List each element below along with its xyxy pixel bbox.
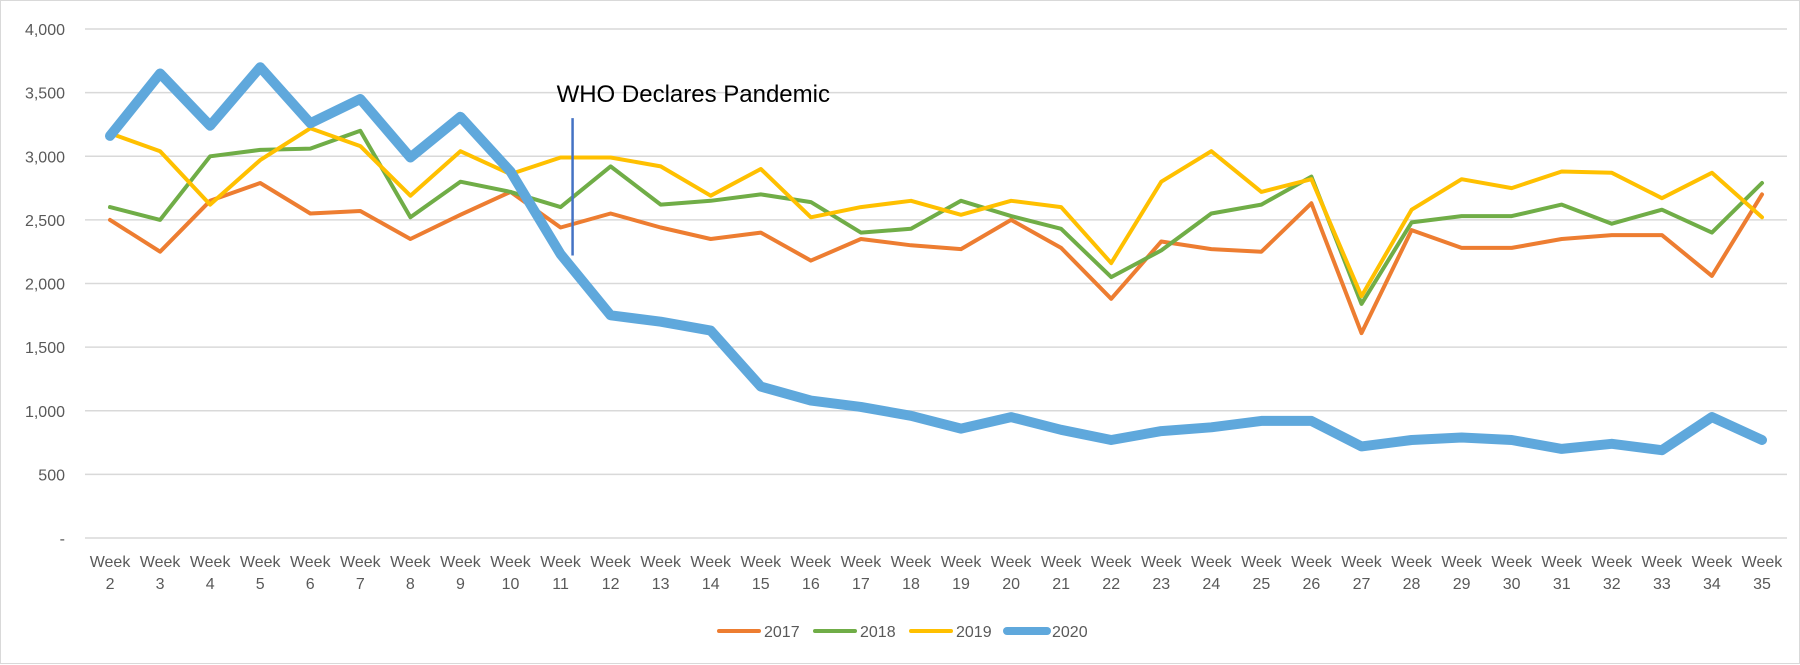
x-tick-label: Week 21 (1041, 554, 1083, 593)
x-tick-label: Week 17 (841, 554, 883, 593)
annotation-label: WHO Declares Pandemic (557, 81, 830, 108)
x-tick-label: Week 13 (640, 554, 682, 593)
y-axis-tick-labels: - 500 1,000 1,500 2,000 2,500 3,000 3,500 4,000 (25, 22, 65, 548)
x-tick-label: Week 18 (891, 554, 933, 593)
series-line-2018 (108, 128, 1764, 306)
y-tick-label: - (60, 531, 65, 548)
x-tick-label: Week 23 (1141, 554, 1183, 593)
series-line-2020 (105, 62, 1767, 456)
x-tick-label: Week 25 (1241, 554, 1283, 593)
y-tick-label: 2,500 (25, 213, 65, 230)
x-tick-label: Week 24 (1191, 554, 1233, 593)
x-tick-label: Week 12 (590, 554, 632, 593)
x-tick-label: Week 5 (240, 554, 282, 593)
x-tick-label: Week 8 (390, 554, 432, 593)
x-tick-label: Week 7 (340, 554, 382, 593)
x-tick-label: Week 14 (690, 554, 732, 593)
y-tick-label: 3,500 (25, 86, 65, 103)
y-tick-label: 500 (38, 467, 65, 484)
x-tick-label: Week 32 (1591, 554, 1633, 593)
y-tick-label: 1,500 (25, 340, 65, 357)
x-tick-label: Week 29 (1441, 554, 1483, 593)
series-lines (105, 62, 1767, 456)
x-tick-label: Week 11 (540, 554, 582, 593)
x-tick-label: Week 31 (1541, 554, 1583, 593)
x-tick-label: Week 28 (1391, 554, 1433, 593)
y-tick-label: 4,000 (25, 22, 65, 39)
x-tick-label: Week 10 (490, 554, 532, 593)
series-line-2017 (108, 181, 1764, 336)
annotations: WHO Declares Pandemic (557, 81, 830, 256)
legend-label-2018: 2018 (860, 624, 896, 641)
x-tick-label: Week 30 (1491, 554, 1533, 593)
series-line-2019 (108, 126, 1764, 299)
y-tick-label: 1,000 (25, 404, 65, 421)
x-tick-label: Week 27 (1341, 554, 1383, 593)
legend-label-2019: 2019 (956, 624, 992, 641)
legend-label-2020: 2020 (1052, 624, 1088, 641)
y-tick-label: 2,000 (25, 277, 65, 294)
y-tick-label: 3,000 (25, 149, 65, 166)
x-tick-label: Week 22 (1091, 554, 1133, 593)
x-tick-label: Week 35 (1742, 554, 1784, 593)
legend: 2017 2018 2019 2020 (717, 624, 1088, 641)
x-tick-label: Week 3 (140, 554, 182, 593)
legend-label-2017: 2017 (764, 624, 800, 641)
x-tick-label: Week 15 (740, 554, 782, 593)
x-tick-label: Week 34 (1692, 554, 1734, 593)
x-tick-label: Week 26 (1291, 554, 1333, 593)
x-tick-label: Week 20 (991, 554, 1033, 593)
x-tick-label: Week 4 (190, 554, 232, 593)
x-tick-label: Week 16 (791, 554, 833, 593)
x-tick-label: Week 33 (1642, 554, 1684, 593)
x-tick-label: Week 9 (440, 554, 482, 593)
x-tick-label: Week 6 (290, 554, 332, 593)
x-tick-label: Week 19 (941, 554, 983, 593)
x-tick-label: Week 2 (90, 554, 132, 593)
